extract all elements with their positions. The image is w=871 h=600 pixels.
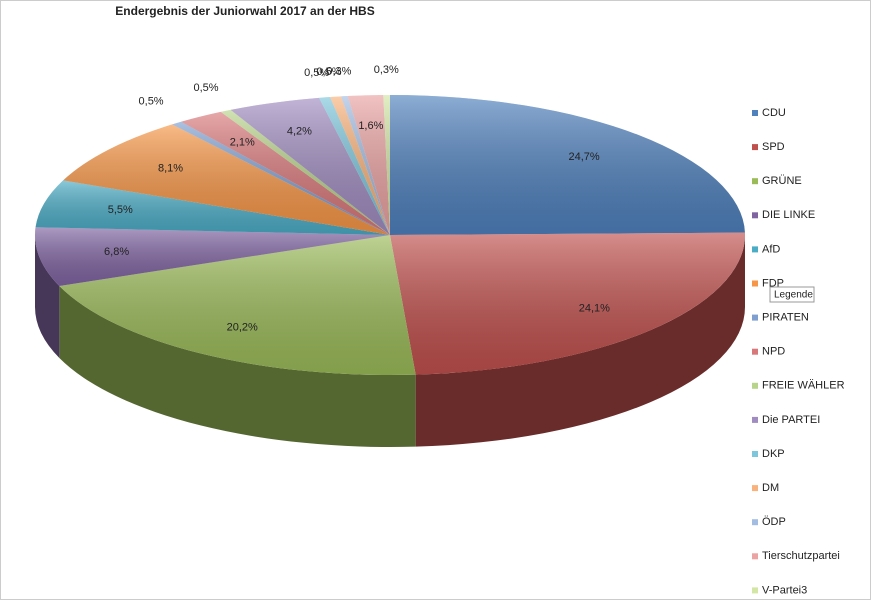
data-label: 4,2% [287,126,312,138]
data-label: 0,5% [139,96,164,108]
legend-swatch [752,416,758,423]
legend-label: CDU [762,107,786,119]
slice-sheen [330,96,390,235]
data-label: 1,6% [358,120,383,132]
legend-swatch [752,587,758,594]
legend-label: FDP [762,277,784,289]
legend-swatch [752,382,758,389]
data-label: 8,1% [158,162,183,174]
legend-label: V-Partei3 [762,584,807,596]
legend-label: DKP [762,448,785,460]
legend-swatch [752,246,758,253]
chart-title: Endergebnis der Juniorwahl 2017 an der H… [115,4,374,18]
data-label: 0,5% [193,82,218,94]
slice-sheen [390,232,745,375]
tooltip-box [769,286,815,303]
legend-label: DM [762,482,779,494]
legend-swatch [752,519,758,526]
slice-sheen [59,235,416,375]
legend-label: NPD [762,346,785,358]
slice-side [415,235,745,447]
legend-label: DIE LINKE [762,209,815,221]
slice-sheen [319,97,390,236]
data-label: 0,3% [326,65,351,77]
legend-swatch [752,280,758,287]
legend-label: FREIE WÄHLER [762,380,845,392]
data-label: 20,2% [227,321,258,333]
legend-label: AfD [762,243,780,255]
slice-sheen [172,121,390,235]
slice-sheen [63,124,390,235]
legend-swatch [752,485,758,492]
legend-label: ÖDP [762,516,786,528]
slice-side [59,285,416,447]
data-label: 0,5% [304,67,329,79]
legend-swatch [752,348,758,355]
legend-label: SPD [762,141,785,153]
legend-label: Die PARTEI [762,414,820,426]
slice-sheen [383,95,390,235]
legend-swatch [752,212,758,219]
legend-swatch [752,144,758,151]
data-label: 5,5% [108,204,133,216]
tooltip: Legende [774,290,813,301]
slice-sheen [35,227,390,286]
slice-sheen [220,109,390,235]
legend-swatch [752,553,758,560]
slice-sheen [347,95,390,235]
data-label: 2,1% [230,137,255,149]
legend-swatch [752,110,758,116]
legend-label: PIRATEN [762,312,809,324]
legend-swatch [752,451,758,457]
slice-side [35,235,60,358]
data-label: 24,7% [568,151,599,163]
legend-label: GRÜNE [762,175,802,187]
slice-sheen [230,97,390,235]
legend-swatch [752,178,758,185]
data-label: 6,8% [104,246,129,258]
slice-sheen [390,95,745,235]
legend-label: Tierschutzpartei [762,550,840,562]
data-label: 24,1% [579,303,610,315]
legend-swatch [752,314,758,321]
data-label: 0,3% [374,64,399,76]
slice-sheen [341,95,390,235]
slice-sheen [181,111,390,235]
data-label: 0,5% [316,66,341,78]
slice-sheen [35,180,390,235]
